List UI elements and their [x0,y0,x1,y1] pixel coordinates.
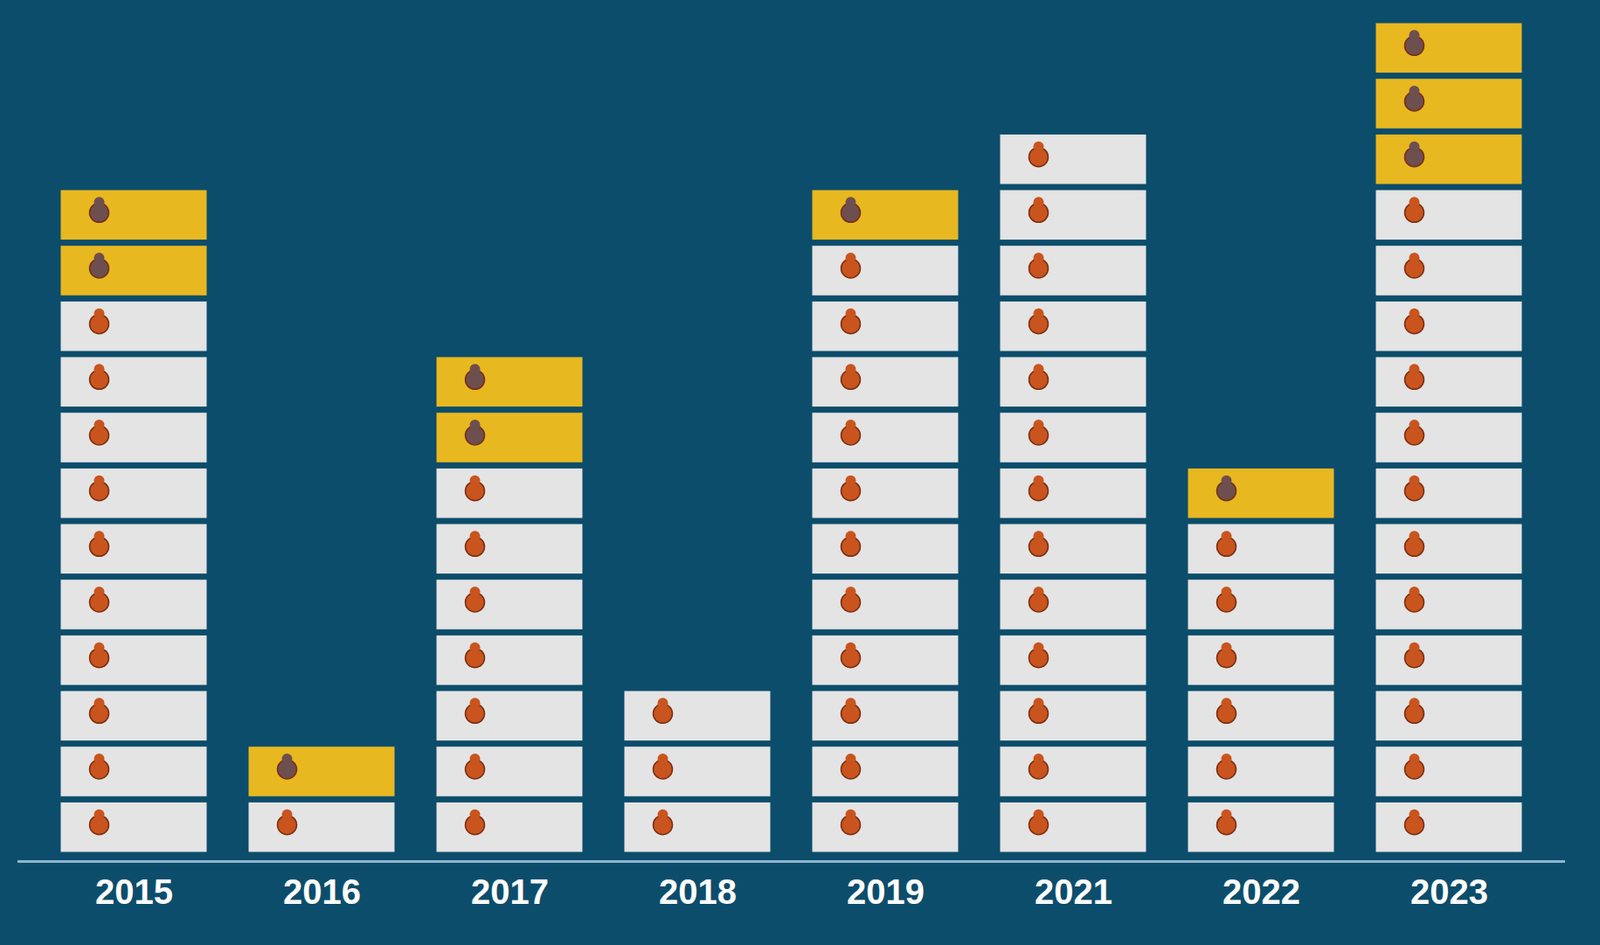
svg-text:2017: 2017 [470,872,549,911]
svg-text:2018: 2018 [658,872,737,911]
svg-text:2015: 2015 [95,872,174,911]
svg-text:2019: 2019 [846,872,925,911]
svg-text:2021: 2021 [1034,872,1113,911]
svg-text:2023: 2023 [1410,872,1489,911]
svg-text:2016: 2016 [283,872,361,911]
svg-text:2022: 2022 [1222,872,1301,911]
